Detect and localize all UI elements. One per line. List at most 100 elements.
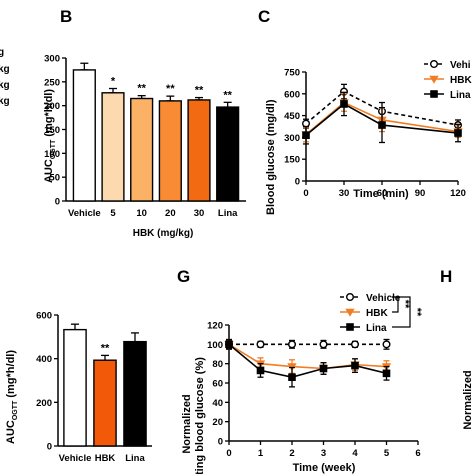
legend-label: Vehicle: [366, 293, 401, 304]
series-line: [305, 90, 459, 126]
panel-label-g: G: [177, 267, 190, 286]
panel-b-ylabel: AUCOGTT (mg*h/dl): [43, 89, 57, 183]
panel-label-b: B: [60, 7, 72, 26]
data-point: [382, 369, 391, 378]
y-tick-label: 60: [212, 379, 223, 390]
panel-g-fasting-glucose-chart: Normalized fasting blood glucose (%) Tim…: [181, 293, 423, 474]
bar: [93, 359, 117, 447]
data-point: [302, 131, 310, 140]
y-tick-label: 0: [55, 197, 60, 208]
x-category-label: HBK: [95, 453, 116, 464]
legend-label: HBK: [450, 75, 472, 86]
data-point: [454, 129, 462, 137]
left-edge-fragments: g kg kg kg: [0, 47, 10, 107]
panel-h-ylabel-fragment: Normalized: [462, 370, 474, 429]
data-point: [382, 340, 391, 349]
data-point: [378, 121, 386, 129]
y-tick-label: 300: [284, 133, 300, 144]
legend-label: Vehi: [450, 60, 471, 71]
x-tick-label: 3: [321, 448, 326, 459]
panel-g-xlabel: Time (week): [293, 462, 356, 474]
x-category-label: Vehicle: [68, 208, 101, 219]
panel-f-ylabel: AUCOGTT (mg*h/dl): [5, 350, 19, 444]
x-tick-label: 0: [303, 188, 308, 199]
y-tick-label: 200: [44, 101, 60, 112]
x-tick-label: 90: [415, 188, 426, 199]
bar: [216, 106, 240, 202]
significance-mark: **: [137, 83, 146, 95]
x-tick-label: 2: [289, 448, 294, 459]
x-tick-label: 0: [226, 448, 231, 459]
significance-mark: **: [223, 89, 232, 101]
series-line: [305, 103, 459, 136]
bar: [187, 99, 211, 202]
data-point: [340, 100, 348, 108]
significance-mark: *: [111, 76, 116, 88]
bar: [63, 328, 87, 447]
legend-marker: [429, 75, 439, 84]
legend-label: Lina: [450, 90, 471, 101]
panel-b-xgroup-label: HBK (mg/kg): [133, 228, 194, 239]
significance-mark: **: [101, 342, 110, 354]
x-category-label: 20: [165, 208, 176, 219]
x-tick-label: 5: [384, 448, 390, 459]
data-point: [256, 366, 265, 375]
data-point: [256, 340, 265, 349]
y-tick-label: 600: [36, 311, 52, 322]
panel-g-ylabel-line2: fasting blood glucose (%): [194, 357, 206, 474]
y-tick-label: 250: [44, 77, 60, 88]
bar: [158, 100, 182, 202]
y-tick-label: 0: [295, 177, 300, 188]
bar: [123, 340, 147, 447]
panel-g-ylabel-line1: Normalized: [181, 394, 193, 453]
legend-marker: [345, 308, 355, 317]
bar: [130, 97, 154, 202]
panel-label-h: H: [440, 267, 452, 286]
significance-mark: **: [399, 300, 411, 309]
significance-bracket: [392, 296, 411, 328]
x-tick-label: 120: [450, 188, 466, 199]
y-tick-label: 300: [44, 54, 60, 65]
left-fragment: kg: [0, 96, 10, 107]
y-tick-label: 0: [218, 437, 223, 448]
y-tick-label: 20: [212, 417, 223, 428]
panel-b-auc-bar-chart: AUCOGTT (mg*h/dl) HBK (mg/kg) 0 50 100 150 2…: [43, 54, 246, 239]
data-point: [319, 340, 328, 349]
x-tick-label: 30: [339, 188, 350, 199]
legend-marker: [346, 323, 354, 331]
y-tick-label: 400: [36, 354, 52, 365]
series-line: [228, 343, 387, 370]
legend-marker: [430, 60, 439, 69]
panel-c-xlabel: Time (min): [353, 188, 409, 200]
y-tick-label: 150: [44, 125, 60, 136]
x-tick-label: 4: [352, 448, 358, 459]
panel-label-c: C: [258, 7, 270, 26]
x-tick-label: 1: [258, 448, 264, 459]
x-category-label: Lina: [218, 208, 238, 219]
x-tick-label: 60: [377, 188, 388, 199]
x-category-label: Vehicle: [59, 453, 92, 464]
y-tick-label: 150: [284, 155, 300, 166]
panel-c-ylabel: Blood glucose (mg/dl): [265, 99, 277, 215]
y-tick-label: 40: [212, 398, 223, 409]
series-line: [228, 343, 387, 379]
y-tick-label: 50: [49, 173, 60, 184]
y-tick-label: 80: [212, 359, 223, 370]
data-point: [288, 340, 297, 349]
x-category-label: Lina: [125, 453, 145, 464]
panel-h-fragment: Normalized: [462, 370, 474, 429]
x-category-label: 5: [110, 208, 116, 219]
y-tick-label: 120: [207, 321, 223, 332]
legend-label: HBK: [366, 308, 388, 319]
y-tick-label: 100: [207, 340, 223, 351]
bar: [72, 69, 96, 202]
data-point: [351, 340, 360, 349]
left-fragment: g: [0, 47, 4, 58]
y-tick-label: 0: [47, 442, 52, 453]
x-category-label: 10: [136, 208, 147, 219]
x-category-label: 30: [194, 208, 205, 219]
series-line: [305, 101, 459, 136]
data-point: [351, 361, 359, 370]
significance-mark: **: [411, 308, 423, 317]
